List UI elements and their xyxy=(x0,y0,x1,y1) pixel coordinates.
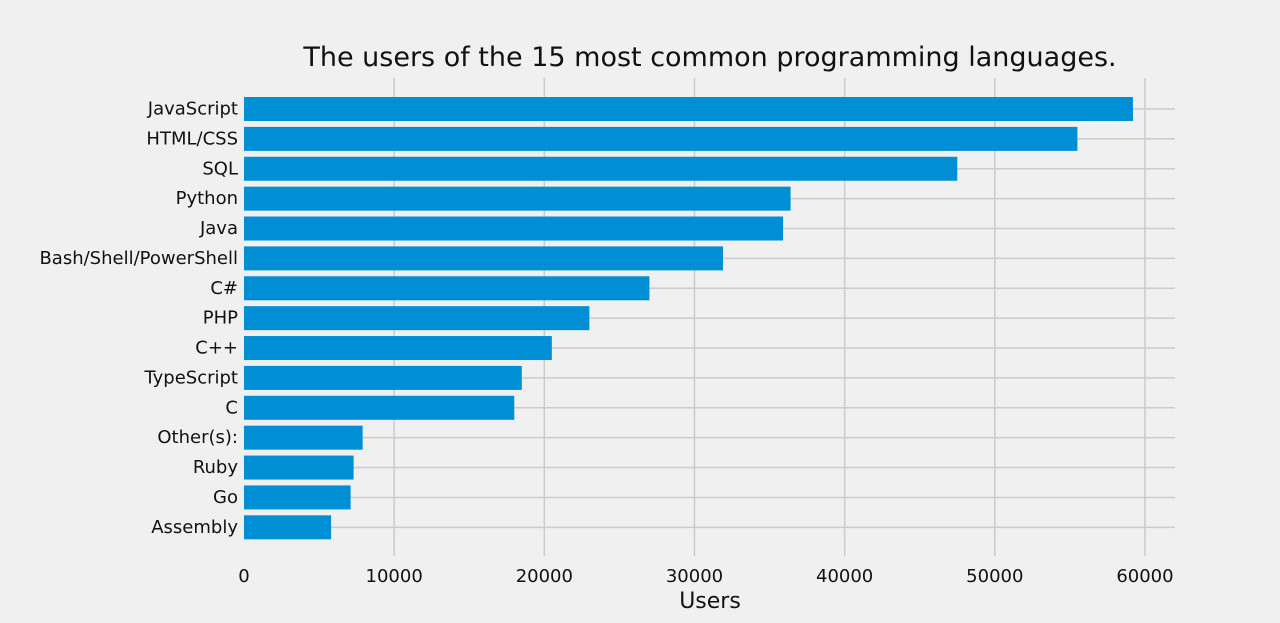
bar xyxy=(244,455,354,480)
x-tick-label: 30000 xyxy=(666,566,723,587)
bar xyxy=(244,186,791,211)
bar xyxy=(244,126,1078,151)
y-tick-label: Python xyxy=(176,188,238,209)
y-axis-labels: JavaScript HTML/CSS SQL Python Java Bash/Shel… xyxy=(39,99,238,538)
x-axis-ticks: 0 10000 20000 30000 40000 50000 60000 xyxy=(238,566,1173,587)
bar xyxy=(244,306,590,331)
y-tick-label: SQL xyxy=(202,158,238,179)
y-tick-label: Java xyxy=(199,218,238,239)
x-tick-label: 0 xyxy=(238,566,249,587)
bars-group xyxy=(244,97,1133,540)
bar xyxy=(244,156,958,181)
y-tick-label: Go xyxy=(213,487,238,508)
bar xyxy=(244,216,784,241)
bar xyxy=(244,336,552,361)
y-tick-label: TypeScript xyxy=(143,367,238,388)
bar xyxy=(244,395,515,420)
y-tick-label: C# xyxy=(210,278,238,299)
bar xyxy=(244,246,724,271)
y-tick-label: Assembly xyxy=(151,517,238,538)
bar xyxy=(244,425,363,450)
y-tick-label: JavaScript xyxy=(147,99,238,120)
bar xyxy=(244,515,332,540)
y-tick-label: PHP xyxy=(203,308,238,329)
y-tick-label: Bash/Shell/PowerShell xyxy=(39,248,238,269)
x-tick-label: 60000 xyxy=(1116,566,1173,587)
x-tick-label: 10000 xyxy=(366,566,423,587)
x-tick-label: 20000 xyxy=(516,566,573,587)
x-axis-title: Users xyxy=(679,589,741,614)
y-tick-label: Ruby xyxy=(193,457,239,478)
y-tick-label: HTML/CSS xyxy=(146,128,238,149)
y-tick-label: Other(s): xyxy=(157,427,238,448)
bar xyxy=(244,485,351,510)
bar xyxy=(244,97,1133,121)
y-tick-label: C++ xyxy=(195,338,238,359)
x-tick-label: 50000 xyxy=(966,566,1023,587)
bar xyxy=(244,276,650,301)
x-tick-label: 40000 xyxy=(816,566,873,587)
chart-title: The users of the 15 most common programm… xyxy=(302,42,1116,73)
bar xyxy=(244,365,522,390)
y-tick-label: C xyxy=(225,397,238,418)
